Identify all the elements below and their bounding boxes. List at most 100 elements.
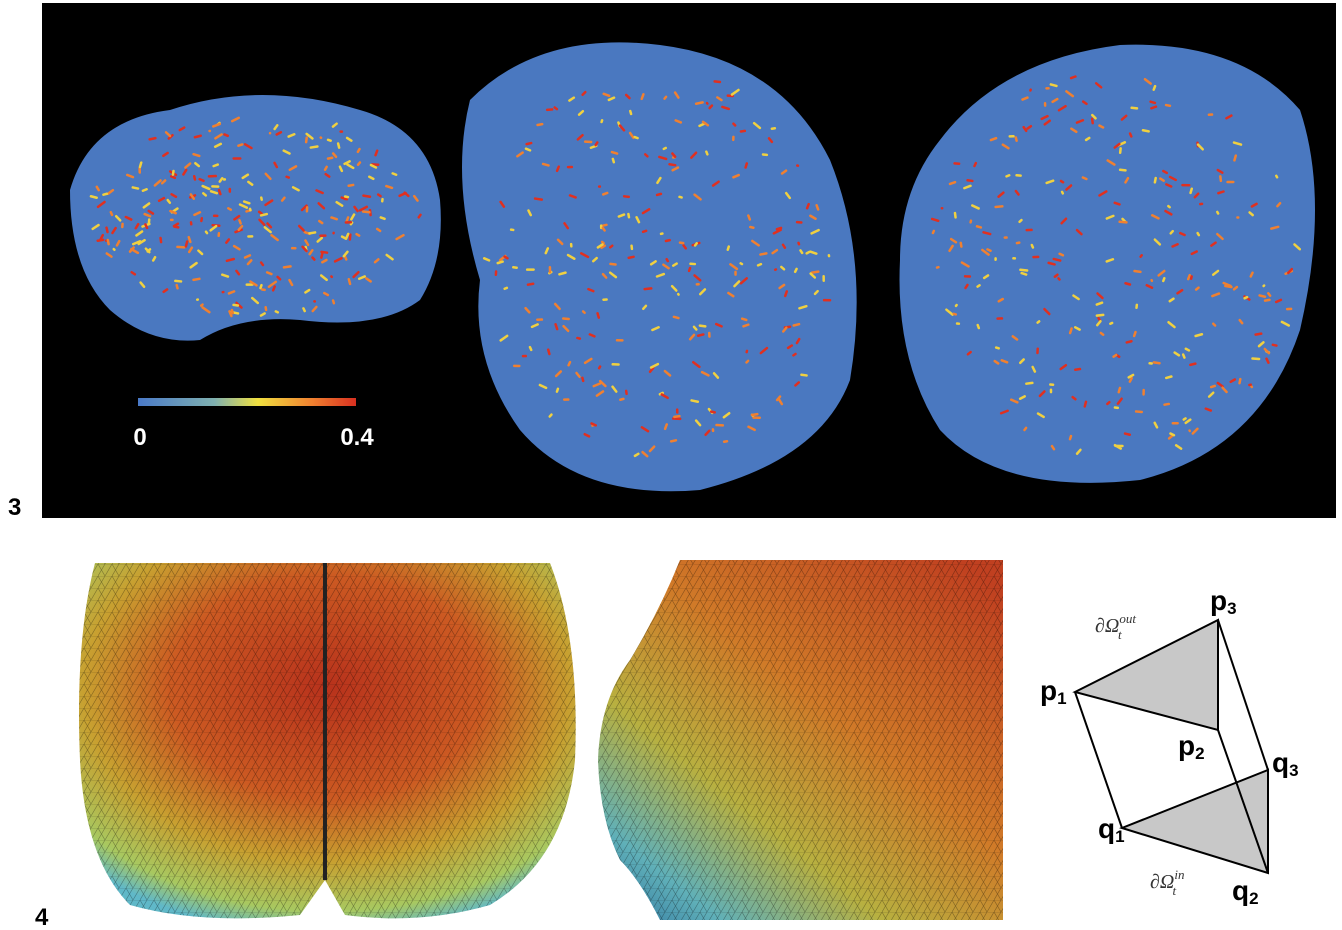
speckle — [1183, 355, 1184, 358]
speckle — [345, 196, 348, 197]
speckle — [692, 400, 698, 401]
speckle — [527, 143, 532, 144]
speckle — [1265, 300, 1269, 301]
speckle — [1188, 275, 1190, 279]
speckle — [1213, 324, 1215, 326]
speckle — [363, 211, 369, 212]
speckle — [932, 219, 938, 221]
speckle — [812, 272, 818, 273]
speckle — [603, 225, 606, 226]
speckle — [1085, 402, 1086, 407]
node-index: 2 — [1249, 889, 1258, 908]
speckle — [728, 247, 729, 250]
speckle — [194, 279, 200, 280]
speckle — [974, 163, 975, 166]
speckle — [1154, 86, 1155, 90]
speckle — [319, 221, 322, 223]
speckle — [1276, 176, 1277, 178]
speckle — [505, 288, 507, 289]
speckle — [1097, 303, 1102, 305]
node-letter: q — [1232, 875, 1249, 906]
speckle — [1083, 177, 1086, 179]
node-index: 1 — [1115, 827, 1124, 846]
speckle — [161, 238, 162, 242]
speckle — [1127, 341, 1132, 342]
speckle — [1071, 77, 1075, 79]
speckle — [227, 259, 234, 261]
speckle — [357, 234, 360, 235]
speckle — [598, 313, 599, 317]
speckle — [114, 249, 115, 250]
speckle — [526, 149, 530, 151]
speckle — [746, 361, 748, 363]
speckle — [629, 257, 634, 258]
speckle — [711, 412, 715, 413]
speckle — [1052, 446, 1054, 449]
speckle — [150, 138, 156, 139]
speckle — [91, 196, 97, 197]
speckle — [324, 293, 328, 295]
node-index: 3 — [1289, 761, 1298, 780]
speckle — [987, 249, 990, 250]
speckle — [333, 300, 334, 303]
speckle — [1251, 273, 1253, 277]
speckle — [345, 257, 346, 260]
speckle — [1170, 434, 1173, 436]
speckle — [557, 167, 559, 171]
speckle — [1191, 276, 1192, 278]
speckle — [1125, 434, 1130, 435]
speckle — [1196, 288, 1198, 290]
speckle — [665, 424, 667, 428]
boundary-in-label: ∂Ωint — [1150, 867, 1184, 898]
speckle — [1114, 355, 1117, 357]
speckle — [143, 189, 147, 190]
node-label: p3 — [1210, 585, 1237, 618]
speckle — [244, 202, 249, 204]
speckle — [1234, 156, 1235, 161]
speckle — [229, 311, 231, 316]
speckle — [325, 167, 327, 170]
speckle — [715, 81, 720, 82]
edge — [1218, 620, 1268, 770]
speckle — [1180, 233, 1184, 235]
speckle — [746, 163, 747, 167]
speckle — [1054, 259, 1060, 261]
speckle — [1073, 397, 1076, 399]
speckle — [760, 253, 766, 254]
superscript: in — [1174, 867, 1184, 882]
speckle — [752, 414, 757, 415]
speckle — [1143, 130, 1149, 131]
speckle — [1186, 349, 1189, 351]
speckle — [657, 194, 661, 195]
speckle — [328, 140, 331, 141]
speckle — [107, 228, 108, 232]
speckle — [200, 179, 204, 181]
node-label: q3 — [1272, 747, 1299, 780]
speckle — [1097, 315, 1103, 316]
speckle — [801, 375, 806, 376]
speckle — [628, 214, 629, 217]
speckle — [1038, 321, 1040, 322]
speckle — [1256, 334, 1262, 335]
speckle — [582, 378, 583, 381]
speckle — [968, 180, 973, 181]
speckle — [548, 350, 549, 354]
speckle — [153, 257, 155, 260]
speckle — [349, 279, 350, 284]
speckle — [419, 215, 421, 218]
speckle — [111, 212, 112, 215]
speckle — [1163, 171, 1166, 173]
speckle — [108, 240, 109, 244]
speckle — [376, 151, 378, 155]
speckle — [635, 137, 638, 138]
symbol: ∂Ω — [1150, 871, 1174, 893]
speckle — [817, 205, 819, 209]
speckle — [1268, 293, 1270, 295]
speckle — [1217, 212, 1218, 214]
speckle — [358, 162, 360, 164]
speckle — [538, 124, 543, 125]
speckle — [1135, 271, 1141, 272]
speckle — [800, 250, 802, 252]
speckle — [133, 187, 138, 188]
speckle — [287, 177, 289, 178]
